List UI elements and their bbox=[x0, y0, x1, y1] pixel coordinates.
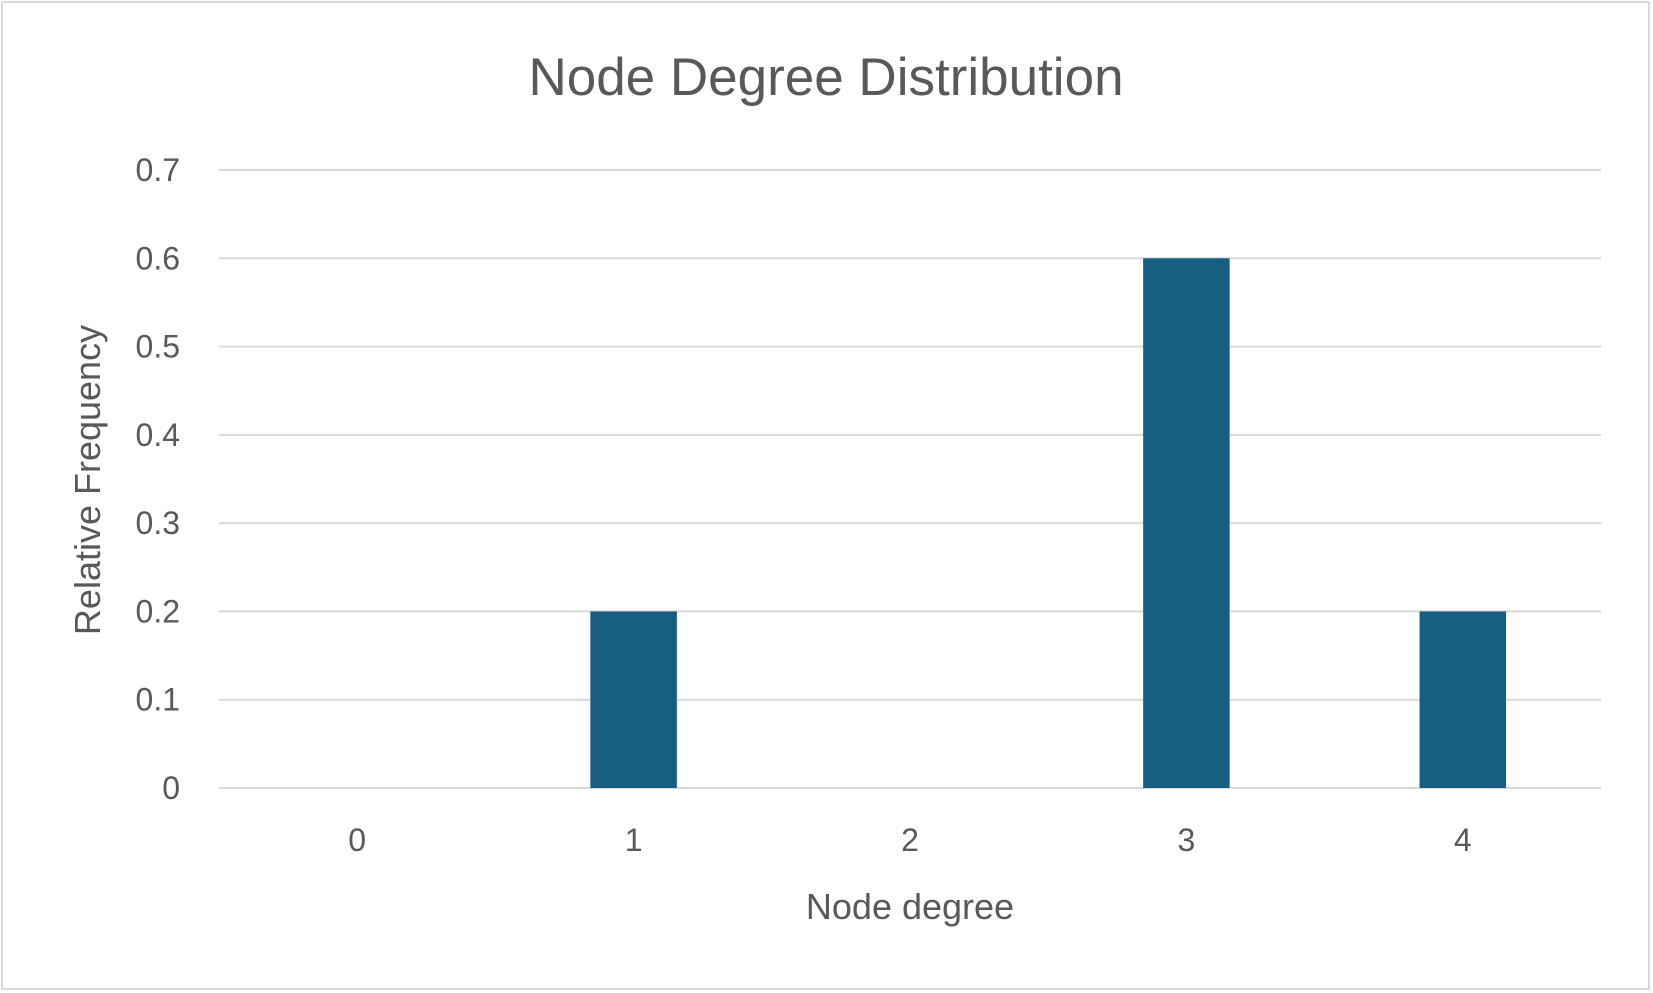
y-axis-label: Relative Frequency bbox=[67, 325, 108, 635]
y-tick-label: 0.4 bbox=[136, 417, 180, 453]
bar-4 bbox=[1419, 611, 1507, 788]
x-tick-label: 3 bbox=[1178, 822, 1196, 858]
x-tick-label: 1 bbox=[625, 822, 643, 858]
bars bbox=[590, 258, 1507, 788]
bar-3 bbox=[1143, 258, 1230, 788]
y-tick-label: 0 bbox=[162, 770, 180, 806]
y-tick-label: 0.3 bbox=[136, 505, 180, 541]
y-tick-label: 0.6 bbox=[136, 240, 180, 276]
gridlines bbox=[219, 169, 1601, 789]
y-tick-label: 0.5 bbox=[136, 329, 180, 365]
x-axis-ticks: 0 1 2 3 4 bbox=[348, 822, 1471, 858]
chart-title: Node Degree Distribution bbox=[528, 48, 1123, 107]
x-tick-label: 2 bbox=[901, 822, 919, 858]
y-tick-label: 0.2 bbox=[136, 593, 180, 629]
y-tick-label: 0.7 bbox=[136, 152, 180, 188]
x-axis-label: Node degree bbox=[806, 886, 1014, 927]
bar-1 bbox=[590, 611, 677, 788]
x-tick-label: 0 bbox=[348, 822, 366, 858]
y-axis-ticks: 0 0.1 0.2 0.3 0.4 0.5 0.6 0.7 bbox=[136, 152, 180, 806]
y-tick-label: 0.1 bbox=[136, 682, 180, 718]
x-tick-label: 4 bbox=[1454, 822, 1472, 858]
